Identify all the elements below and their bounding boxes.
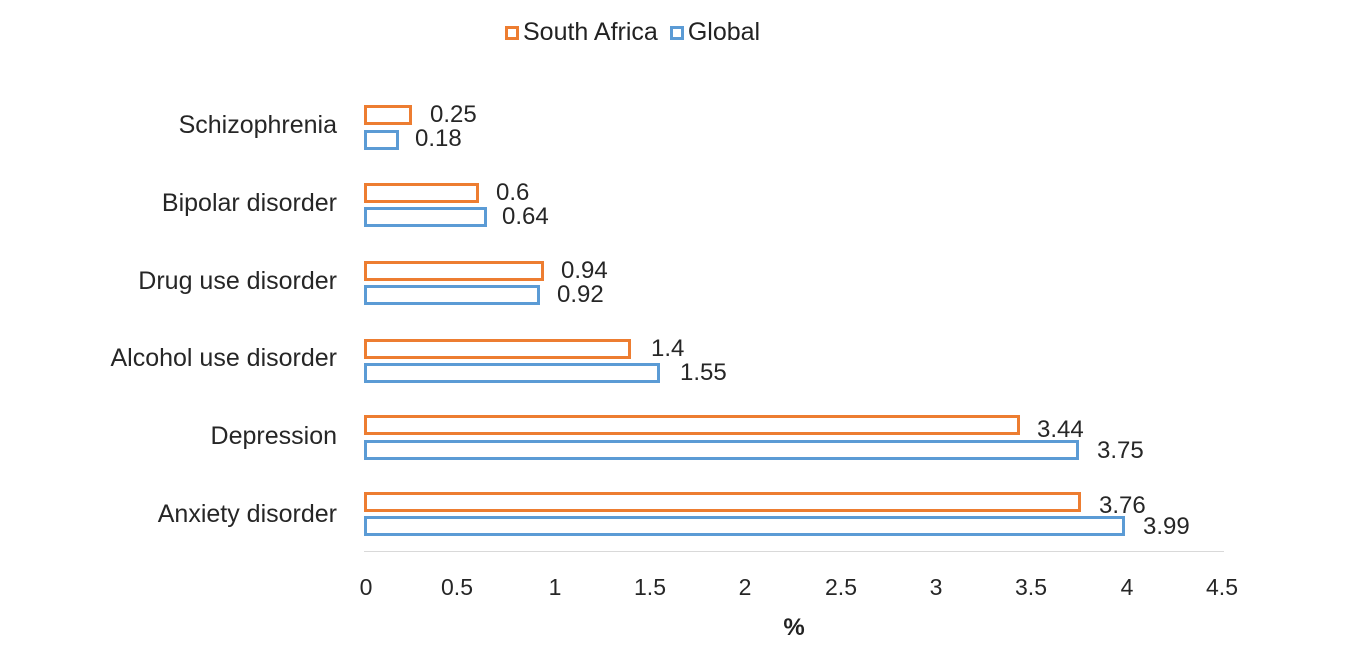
x-tick-label: 3	[929, 574, 943, 600]
value-label: 3.76	[1099, 492, 1146, 519]
value-label: 0.64	[502, 203, 549, 230]
legend-label-south-africa: South Africa	[523, 18, 658, 46]
bar-global	[364, 516, 1125, 536]
x-tick-label: 3.5	[1015, 574, 1047, 600]
value-label: 3.44	[1037, 416, 1084, 443]
x-tick-label: 2	[738, 574, 752, 600]
x-tick-label: 4.5	[1206, 574, 1238, 600]
x-axis-title: %	[783, 614, 805, 641]
bar-global	[364, 130, 399, 150]
x-tick-label: 1	[548, 574, 562, 600]
bar-south-africa	[364, 105, 412, 125]
legend-label-global: Global	[687, 18, 761, 46]
value-label: 3.99	[1143, 513, 1190, 540]
global-swatch-icon	[669, 25, 684, 40]
legend-item-global: Global	[669, 18, 761, 47]
value-label: 0.92	[557, 281, 604, 308]
x-tick-label: 1.5	[634, 574, 666, 600]
value-label: 0.6	[496, 179, 530, 206]
value-label: 0.18	[415, 125, 462, 152]
category-label: Alcohol use disorder	[110, 344, 337, 372]
value-label: 3.75	[1097, 437, 1144, 464]
south-africa-swatch-icon	[505, 25, 519, 40]
value-label: 0.25	[430, 101, 477, 128]
category-label: Schizophrenia	[178, 111, 337, 139]
x-tick-label: 2.5	[825, 574, 857, 600]
bar-global	[364, 285, 540, 305]
bar-global	[364, 363, 660, 383]
bar-south-africa	[364, 183, 479, 203]
legend-item-south-africa: South Africa	[505, 18, 658, 47]
bar-south-africa	[364, 415, 1020, 435]
bar-south-africa	[364, 261, 544, 281]
bar-global	[364, 207, 487, 227]
chart-legend: South Africa Global	[505, 18, 760, 47]
x-tick-label: 0.5	[441, 574, 473, 600]
category-label: Drug use disorder	[138, 267, 337, 295]
value-label: 0.94	[561, 257, 608, 284]
category-label: Depression	[210, 422, 337, 450]
x-tick-label: 0	[359, 574, 373, 600]
x-axis-line	[364, 551, 1224, 552]
bar-south-africa	[364, 339, 631, 359]
x-tick-label: 4	[1120, 574, 1134, 600]
bar-global	[364, 440, 1079, 460]
category-label: Anxiety disorder	[157, 500, 337, 528]
category-label: Bipolar disorder	[161, 189, 337, 217]
value-label: 1.55	[680, 359, 727, 386]
bar-south-africa	[364, 492, 1081, 512]
value-label: 1.4	[651, 335, 685, 362]
